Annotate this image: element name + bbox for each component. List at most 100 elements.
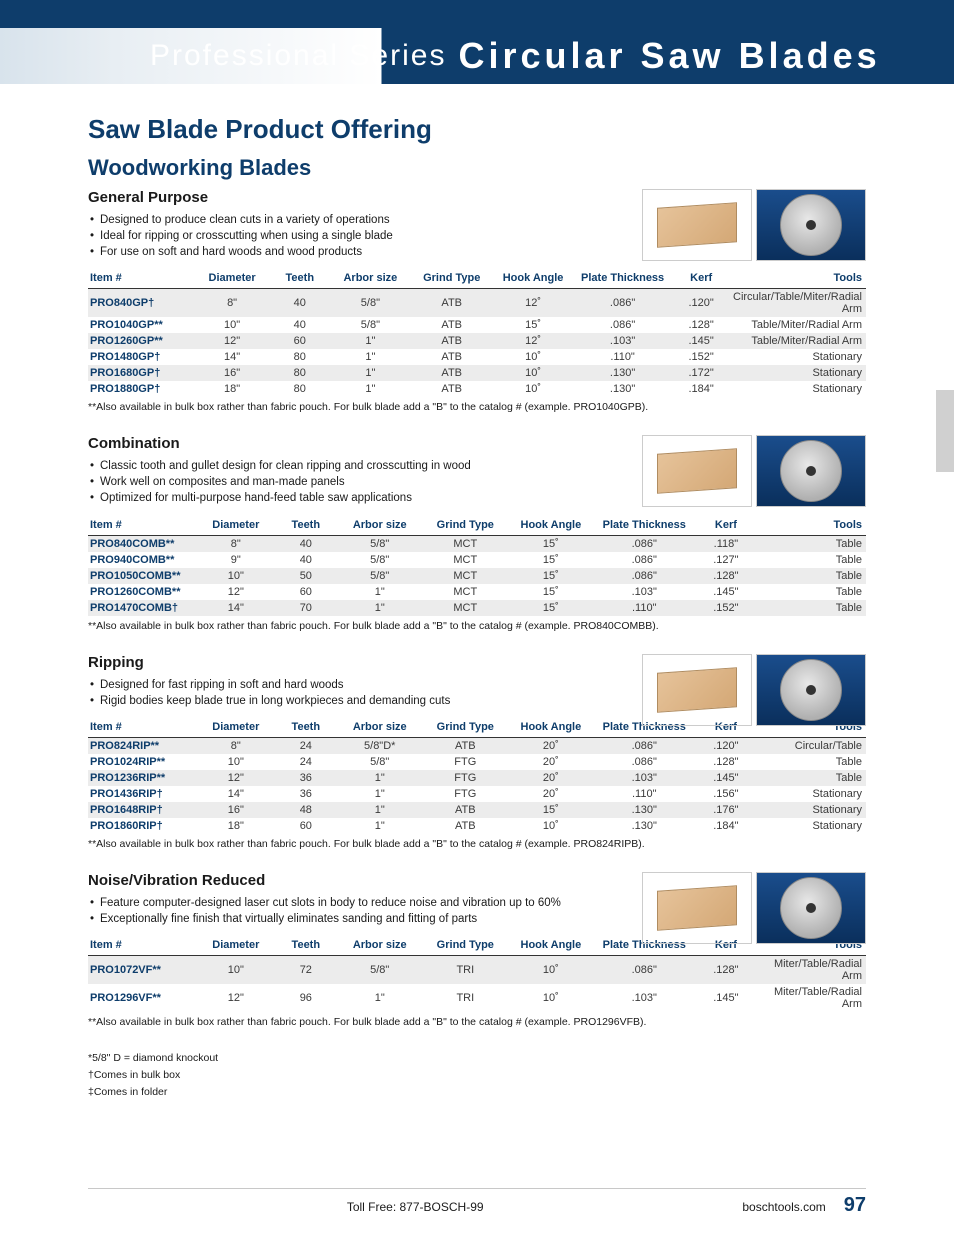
item-link[interactable]: PRO1470COMB†: [90, 602, 178, 614]
table-cell: Table/Miter/Radial Arm: [731, 333, 866, 349]
table-cell: 15˚: [508, 584, 594, 600]
image-pair: [642, 189, 866, 261]
table-row: PRO1260GP**12"601"ATB12˚.103".145"Table/…: [88, 333, 866, 349]
item-link[interactable]: PRO1050COMB**: [90, 570, 180, 582]
table-cell: Table: [757, 770, 866, 786]
table-header: Plate Thickness: [574, 268, 672, 289]
table-cell: 12˚: [492, 289, 573, 318]
table-cell: .086": [594, 535, 695, 552]
content: Saw Blade Product Offering Woodworking B…: [0, 84, 954, 1100]
item-link[interactable]: PRO1860RIP†: [90, 820, 163, 832]
table-cell: .128": [695, 568, 757, 584]
table-cell: 5/8": [330, 289, 411, 318]
table-cell: 20˚: [508, 737, 594, 754]
table-row: PRO1050COMB**10"505/8"MCT15˚.086".128"Ta…: [88, 568, 866, 584]
table-cell: 15˚: [508, 568, 594, 584]
image-pair: [642, 872, 866, 944]
item-link[interactable]: PRO1296VF**: [90, 992, 161, 1004]
table-header: Grind Type: [423, 515, 509, 536]
table-cell: 1": [330, 349, 411, 365]
table-cell: 5/8": [337, 552, 423, 568]
item-link[interactable]: PRO1260COMB**: [90, 586, 180, 598]
table-cell: 20˚: [508, 770, 594, 786]
item-link[interactable]: PRO1880GP†: [90, 383, 160, 395]
table-cell: .120": [695, 737, 757, 754]
section: Noise/Vibration ReducedFeature computer-…: [88, 872, 866, 1028]
table-row: PRO1236RIP**12"361"FTG20˚.103".145"Table: [88, 770, 866, 786]
table-cell: 70: [275, 600, 337, 616]
table-cell: .156": [695, 786, 757, 802]
table-header: Plate Thickness: [594, 515, 695, 536]
table-row: PRO840COMB**8"405/8"MCT15˚.086".118"Tabl…: [88, 535, 866, 552]
table-cell: TRI: [423, 984, 509, 1012]
table-cell: .128": [671, 317, 731, 333]
page-title: Saw Blade Product Offering: [88, 114, 866, 145]
section-footnote: **Also available in bulk box rather than…: [88, 620, 866, 632]
table-cell: TRI: [423, 955, 509, 984]
table-cell: 10": [197, 754, 275, 770]
table-cell: 18": [194, 381, 270, 397]
table-cell: 16": [197, 802, 275, 818]
table-cell: .184": [695, 818, 757, 834]
table-cell: 15˚: [508, 552, 594, 568]
footer-url: boschtools.com: [742, 1200, 825, 1214]
table-cell: 8": [197, 535, 275, 552]
table-header: Grind Type: [411, 268, 492, 289]
table-cell: .103": [574, 333, 672, 349]
item-link[interactable]: PRO1024RIP**: [90, 756, 165, 768]
item-link[interactable]: PRO1648RIP†: [90, 804, 163, 816]
table-cell: 12": [194, 333, 270, 349]
item-link[interactable]: PRO1436RIP†: [90, 788, 163, 800]
table-cell: MCT: [423, 600, 509, 616]
table-cell: MCT: [423, 535, 509, 552]
table-cell: PRO1236RIP**: [88, 770, 197, 786]
footer-phone: Toll Free: 877-BOSCH-99: [347, 1200, 484, 1214]
table-cell: PRO1860RIP†: [88, 818, 197, 834]
table-cell: .145": [695, 984, 757, 1012]
spec-table: Item #DiameterTeethArbor sizeGrind TypeH…: [88, 717, 866, 834]
table-cell: .128": [695, 955, 757, 984]
item-link[interactable]: PRO824RIP**: [90, 740, 159, 752]
table-cell: .184": [671, 381, 731, 397]
table-cell: 40: [270, 289, 330, 318]
table-row: PRO1260COMB**12"601"MCT15˚.103".145"Tabl…: [88, 584, 866, 600]
item-link[interactable]: PRO1040GP**: [90, 319, 163, 331]
table-cell: .086": [594, 737, 695, 754]
table-cell: Table: [757, 600, 866, 616]
side-tab: [936, 390, 954, 472]
table-cell: PRO1260COMB**: [88, 584, 197, 600]
item-link[interactable]: PRO1072VF**: [90, 964, 161, 976]
table-cell: 96: [275, 984, 337, 1012]
table-cell: 80: [270, 349, 330, 365]
end-notes: *5/8" D = diamond knockout†Comes in bulk…: [88, 1050, 866, 1100]
wood-image: [642, 654, 752, 726]
table-cell: PRO840GP†: [88, 289, 194, 318]
table-cell: 10˚: [492, 381, 573, 397]
item-link[interactable]: PRO1680GP†: [90, 367, 160, 379]
table-cell: PRO1296VF**: [88, 984, 197, 1012]
table-cell: Table: [757, 535, 866, 552]
item-link[interactable]: PRO940COMB**: [90, 554, 174, 566]
table-cell: .130": [574, 365, 672, 381]
table-cell: 12˚: [492, 333, 573, 349]
table-cell: .127": [695, 552, 757, 568]
table-cell: 1": [330, 365, 411, 381]
table-cell: 12": [197, 984, 275, 1012]
footer: Toll Free: 877-BOSCH-99 boschtools.com 9…: [0, 1194, 954, 1217]
table-cell: PRO1880GP†: [88, 381, 194, 397]
table-row: PRO1480GP†14"801"ATB10˚.110".152"Station…: [88, 349, 866, 365]
footer-rule: [88, 1188, 866, 1189]
table-cell: Table/Miter/Radial Arm: [731, 317, 866, 333]
table-cell: 5/8": [337, 535, 423, 552]
table-cell: 10": [194, 317, 270, 333]
item-link[interactable]: PRO1480GP†: [90, 351, 160, 363]
table-cell: Miter/Table/Radial Arm: [757, 984, 866, 1012]
item-link[interactable]: PRO840COMB**: [90, 538, 174, 550]
table-header: Kerf: [671, 268, 731, 289]
table-row: PRO1436RIP†14"361"FTG20˚.110".156"Statio…: [88, 786, 866, 802]
table-cell: PRO1480GP†: [88, 349, 194, 365]
item-link[interactable]: PRO1260GP**: [90, 335, 163, 347]
item-link[interactable]: PRO840GP†: [90, 297, 154, 309]
table-cell: Circular/Table/Miter/Radial Arm: [731, 289, 866, 318]
item-link[interactable]: PRO1236RIP**: [90, 772, 165, 784]
